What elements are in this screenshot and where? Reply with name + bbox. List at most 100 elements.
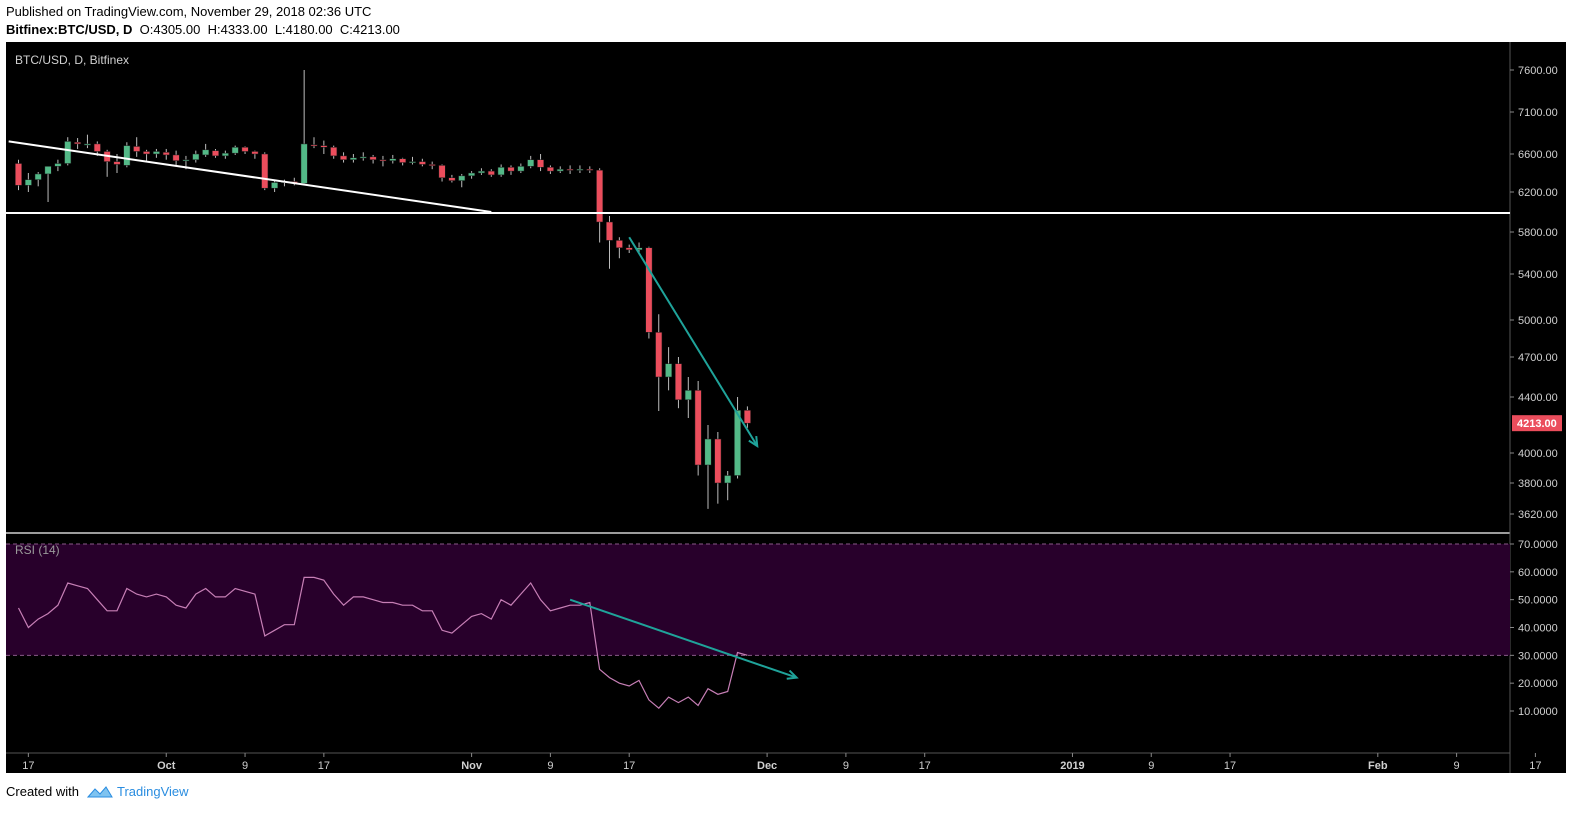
price-tick-label: 5800.00: [1518, 227, 1558, 239]
close-value: 4213.00: [352, 22, 400, 37]
candle-body: [399, 158, 407, 163]
candle: [340, 152, 348, 163]
time-tick-label: 9: [1454, 760, 1460, 772]
price-tick-label: 5000.00: [1518, 315, 1558, 327]
candle-body: [497, 167, 505, 176]
candle-body: [64, 141, 72, 164]
candle: [310, 137, 318, 149]
candle: [625, 244, 633, 253]
candle-body: [54, 163, 62, 167]
created-with-label: Created with: [6, 784, 79, 799]
candle: [478, 168, 485, 175]
candle-body: [428, 164, 436, 166]
time-tick-label: 17: [318, 760, 330, 772]
candle-body: [172, 154, 180, 161]
time-tick-label: 9: [242, 760, 248, 772]
price-pane-title: BTC/USD, D, Bitfinex: [15, 53, 129, 67]
candle: [64, 137, 72, 166]
candle: [251, 150, 259, 159]
price-tick-label: 4700.00: [1518, 352, 1558, 364]
candle: [241, 146, 249, 154]
candle: [606, 216, 613, 269]
time-axis-panel: [6, 753, 1510, 773]
price-axis-panel: [1510, 42, 1566, 773]
candle: [320, 140, 328, 154]
candle: [507, 165, 515, 175]
candle-body: [251, 151, 259, 155]
candle-body: [527, 159, 535, 167]
price-tick-label: 4000.00: [1518, 448, 1558, 460]
candle: [684, 377, 692, 418]
candle-body: [625, 247, 633, 251]
last-price-label: 4213.00: [1517, 418, 1557, 430]
candle: [615, 237, 623, 259]
tradingview-logo-icon: [86, 785, 113, 797]
candle: [123, 142, 131, 168]
candle-body: [389, 158, 397, 161]
rsi-tick-label: 40.0000: [1518, 623, 1558, 635]
candle-body: [645, 247, 653, 333]
candle-body: [241, 147, 249, 152]
rsi-tick-label: 30.0000: [1518, 650, 1558, 662]
price-pane: [6, 42, 1510, 532]
close-label: C:: [339, 22, 353, 37]
open-label: O:: [139, 22, 154, 37]
candle: [221, 150, 229, 159]
candle: [84, 134, 91, 149]
candle: [24, 173, 32, 192]
rsi-trend-arrow: [569, 598, 799, 680]
candle-body: [231, 147, 239, 154]
candle: [74, 138, 82, 149]
candle-body: [507, 167, 515, 172]
candle-body: [566, 168, 574, 171]
arrow-shaft: [628, 236, 759, 447]
candle-body: [537, 159, 544, 168]
candle-body: [418, 161, 426, 165]
arrow-head: [748, 435, 759, 448]
high-label: H:: [207, 22, 221, 37]
candle: [438, 164, 446, 182]
price-tick-label: 7600.00: [1518, 65, 1558, 77]
open-value: 4305.00: [153, 22, 201, 37]
candle: [359, 152, 367, 161]
time-tick-label: Oct: [157, 760, 176, 772]
time-tick-label: 17: [1529, 760, 1541, 772]
candle-body: [714, 438, 722, 484]
time-tick-label: Nov: [461, 760, 483, 772]
candle-body: [468, 172, 476, 177]
low-value: 4180.00: [285, 22, 333, 37]
candle: [724, 471, 732, 501]
trend-line: [8, 140, 492, 213]
footer: Created with TradingView: [6, 784, 189, 799]
tradingview-link[interactable]: TradingView: [116, 784, 189, 799]
time-tick-label: Feb: [1368, 760, 1388, 772]
candle-body: [734, 410, 741, 476]
candle-body: [84, 143, 91, 146]
candle-body: [487, 170, 495, 176]
candle-body: [576, 168, 584, 171]
rsi-pane-title: RSI (14): [15, 543, 60, 557]
candle: [556, 166, 564, 173]
rsi-tick-label: 60.0000: [1518, 567, 1558, 579]
candle: [212, 148, 219, 158]
price-tick-label: 6600.00: [1518, 149, 1558, 161]
candle-body: [162, 152, 170, 156]
candle: [261, 152, 269, 191]
candle-body: [556, 168, 564, 172]
candle-body: [123, 145, 131, 166]
candle: [665, 347, 673, 391]
candle-body: [704, 438, 712, 466]
candle-body: [694, 390, 702, 466]
candle-body: [330, 147, 338, 157]
candle-body: [478, 170, 485, 174]
time-tick-label: 17: [623, 760, 635, 772]
candle-body: [261, 153, 269, 189]
price-tick-label: 3620.00: [1518, 509, 1558, 521]
time-tick-label: Dec: [757, 760, 777, 772]
candle: [143, 149, 151, 161]
chart-canvas[interactable]: 7600.00 7100.00 6600.00 6200.00 5800.00 5400.…: [0, 42, 1566, 775]
candle: [418, 158, 426, 167]
candle: [527, 155, 535, 169]
arrow-shaft: [569, 598, 797, 679]
candle-body: [349, 157, 357, 160]
